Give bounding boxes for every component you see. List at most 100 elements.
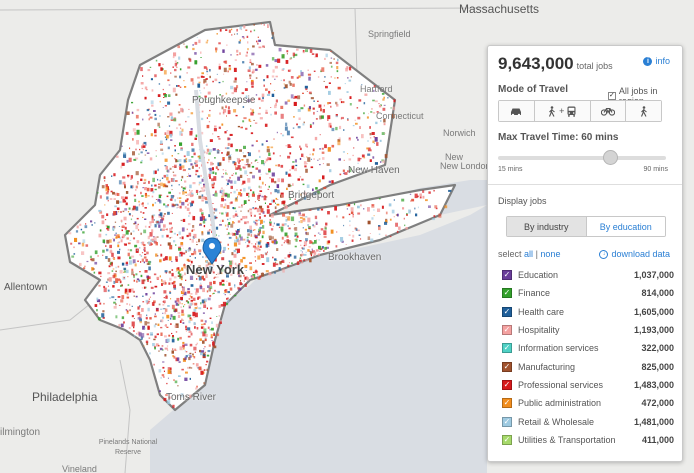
job-dot — [213, 333, 215, 336]
industry-checkbox-icon[interactable]: ✓ — [502, 325, 512, 336]
job-dot — [153, 300, 156, 304]
job-dot — [171, 203, 175, 206]
industry-checkbox-icon[interactable]: ✓ — [502, 306, 512, 317]
job-dot — [119, 236, 122, 239]
job-dot — [270, 228, 274, 231]
job-dot — [250, 234, 253, 236]
job-dot — [265, 172, 267, 175]
job-dot — [169, 292, 172, 294]
job-dot — [171, 338, 175, 343]
job-dot — [141, 145, 144, 149]
job-dot — [226, 173, 228, 175]
slider-handle[interactable] — [603, 150, 618, 165]
industry-checkbox-icon[interactable]: ✓ — [502, 379, 512, 390]
job-dot — [233, 222, 235, 224]
job-dot — [250, 98, 254, 102]
industry-checkbox-icon[interactable]: ✓ — [502, 288, 512, 299]
download-data-link[interactable]: ↓ download data — [599, 249, 670, 259]
job-dot — [210, 307, 213, 310]
job-dot — [310, 254, 312, 257]
info-link[interactable]: i info — [643, 56, 670, 66]
job-dot — [287, 264, 290, 267]
job-dot — [218, 304, 221, 308]
job-dot — [250, 81, 254, 85]
job-dot — [246, 236, 249, 239]
job-dot — [247, 192, 250, 194]
job-dot — [211, 178, 214, 182]
job-dot — [147, 326, 150, 330]
job-dot — [188, 306, 191, 309]
industry-checkbox-icon[interactable]: ✓ — [502, 416, 512, 427]
industry-row[interactable]: ✓ Professional services 1,483,000 — [502, 376, 674, 394]
job-dot — [191, 367, 193, 369]
job-dot — [208, 214, 212, 218]
industry-row[interactable]: ✓ Utilities & Transportation 411,000 — [502, 431, 674, 449]
job-dot — [185, 351, 188, 353]
mode-walk-button[interactable] — [626, 101, 661, 121]
job-dot — [148, 226, 151, 228]
industry-checkbox-icon[interactable]: ✓ — [502, 343, 512, 354]
job-dot — [118, 180, 122, 185]
job-dot — [292, 83, 295, 87]
industry-checkbox-icon[interactable]: ✓ — [502, 398, 512, 409]
tab-by-education[interactable]: By education — [586, 217, 665, 236]
industry-row[interactable]: ✓ Information services 322,000 — [502, 339, 674, 357]
job-dot — [164, 325, 166, 326]
job-dot — [248, 118, 251, 122]
industry-row[interactable]: ✓ Retail & Wholesale 1,481,000 — [502, 412, 674, 430]
industry-row[interactable]: ✓ Finance 814,000 — [502, 284, 674, 302]
job-dot — [179, 163, 182, 167]
job-dot — [130, 185, 134, 189]
job-dot — [142, 145, 146, 148]
job-dot — [238, 191, 241, 195]
job-dot — [206, 152, 208, 155]
industry-row[interactable]: ✓ Hospitality 1,193,000 — [502, 321, 674, 339]
job-dot — [367, 236, 371, 240]
job-dot — [175, 256, 178, 261]
job-dot — [324, 57, 326, 60]
industry-row[interactable]: ✓ Manufacturing 825,000 — [502, 357, 674, 375]
location-pin-icon[interactable] — [202, 237, 222, 265]
job-dot — [323, 235, 327, 238]
mode-car-button[interactable] — [499, 101, 535, 121]
job-dot — [128, 260, 132, 265]
job-dot — [203, 304, 207, 308]
mode-bike-button[interactable] — [590, 101, 627, 121]
tab-by-industry[interactable]: By industry — [507, 217, 587, 236]
industry-row[interactable]: ✓ Education 1,037,000 — [502, 266, 674, 284]
industry-row[interactable]: ✓ Health care 1,605,000 — [502, 303, 674, 321]
job-dot — [99, 302, 102, 305]
job-dot — [74, 237, 78, 242]
industry-checkbox-icon[interactable]: ✓ — [502, 361, 512, 372]
job-dot — [208, 173, 211, 178]
job-dot — [269, 177, 271, 179]
job-dot — [284, 240, 287, 243]
job-dot — [102, 310, 105, 313]
select-none-link[interactable]: none — [540, 249, 561, 259]
job-dot — [230, 185, 233, 189]
job-dot — [242, 166, 246, 169]
job-dot — [188, 211, 191, 215]
mode-walk-transit-button[interactable]: + — [534, 101, 591, 121]
job-dot — [120, 211, 122, 213]
industry-checkbox-icon[interactable]: ✓ — [502, 434, 512, 445]
industry-row[interactable]: ✓ Public administration 472,000 — [502, 394, 674, 412]
job-dot — [181, 303, 183, 305]
job-dot — [383, 123, 386, 126]
job-dot — [290, 94, 294, 99]
job-dot — [200, 282, 202, 285]
job-dot — [105, 186, 109, 192]
job-dot — [448, 189, 452, 192]
job-dot — [164, 105, 167, 107]
job-dot — [370, 238, 374, 242]
job-dot — [307, 157, 311, 162]
job-dot — [187, 66, 191, 69]
job-dot — [371, 217, 374, 220]
job-dot — [323, 249, 325, 252]
job-dot — [136, 280, 138, 283]
industry-checkbox-icon[interactable]: ✓ — [502, 270, 512, 281]
travel-time-slider[interactable] — [498, 150, 666, 165]
job-dot — [213, 208, 216, 211]
job-dot — [238, 41, 241, 44]
select-all-link[interactable]: all — [524, 249, 534, 259]
